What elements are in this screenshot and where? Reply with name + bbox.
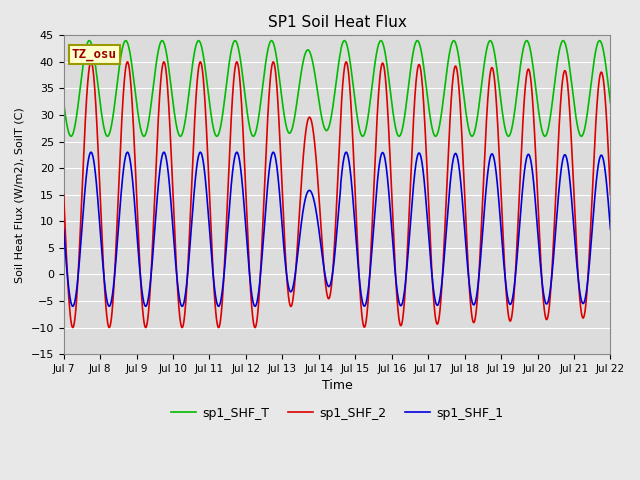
sp1_SHF_T [293,98,301,104]
sp1_SHF_2 [60,192,67,198]
sp1_SHF_T [359,133,367,139]
sp1_SHF_2 [155,107,163,112]
sp1_SHF_1 [155,177,163,183]
sp1_SHF_1 [538,270,545,276]
Line: sp1_SHF_2: sp1_SHF_2 [63,62,611,327]
sp1_SHF_2 [87,59,95,65]
sp1_SHF_1 [87,149,95,155]
sp1_SHF_1 [596,154,604,160]
X-axis label: Time: Time [322,379,353,392]
sp1_SHF_T [538,124,545,130]
sp1_SHF_2 [69,324,77,330]
sp1_SHF_2 [607,192,614,198]
sp1_SHF_1 [69,303,77,309]
Legend: sp1_SHF_T, sp1_SHF_2, sp1_SHF_1: sp1_SHF_T, sp1_SHF_2, sp1_SHF_1 [166,402,508,425]
sp1_SHF_1 [607,227,614,232]
sp1_SHF_T [607,100,614,106]
Line: sp1_SHF_1: sp1_SHF_1 [63,152,611,306]
Line: sp1_SHF_T: sp1_SHF_T [63,41,611,136]
Y-axis label: Soil Heat Flux (W/m2), SoilT (C): Soil Heat Flux (W/m2), SoilT (C) [15,107,25,283]
sp1_SHF_2 [596,72,604,78]
sp1_SHF_2 [538,265,545,271]
sp1_SHF_1 [270,150,278,156]
sp1_SHF_T [60,100,67,106]
sp1_SHF_2 [294,243,301,249]
sp1_SHF_1 [60,227,67,232]
sp1_SHF_T [340,38,348,44]
sp1_SHF_T [596,38,604,44]
sp1_SHF_T [155,47,163,53]
sp1_SHF_2 [270,60,278,65]
sp1_SHF_1 [294,254,301,260]
sp1_SHF_2 [122,61,130,67]
Title: SP1 Soil Heat Flux: SP1 Soil Heat Flux [268,15,406,30]
sp1_SHF_1 [122,151,130,156]
Text: TZ_osu: TZ_osu [72,48,117,61]
sp1_SHF_T [269,40,277,46]
sp1_SHF_T [122,38,130,44]
